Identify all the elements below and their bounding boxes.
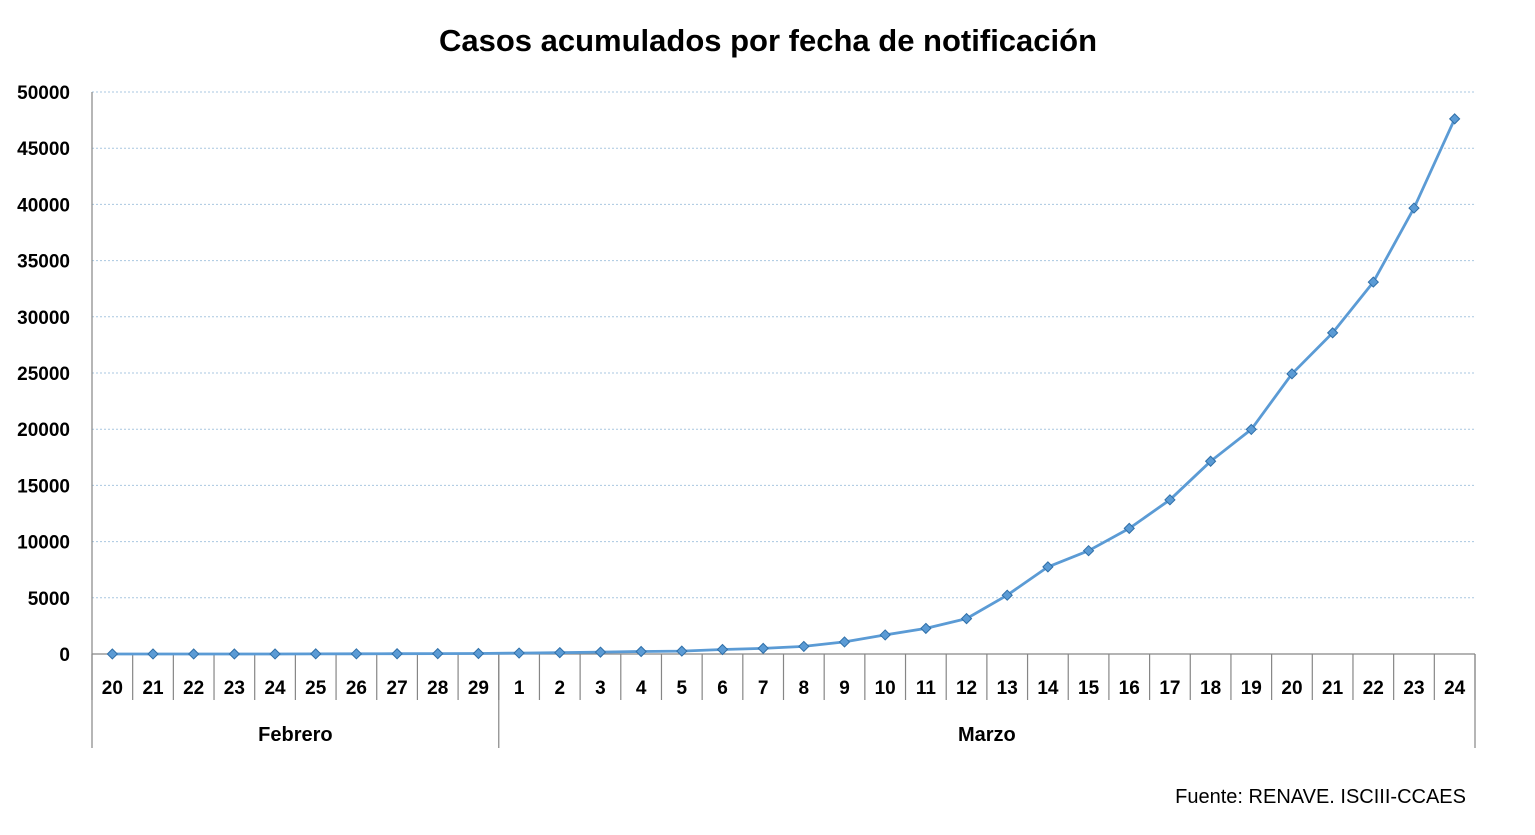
x-tick-label: 20 [1281,678,1302,699]
x-tick-label: 22 [1363,678,1384,699]
data-point-marker [1204,455,1217,467]
x-tick-label: 13 [997,678,1018,699]
gridlines [92,91,1475,599]
data-point-marker [350,648,363,660]
data-point-marker [310,648,322,660]
chart-title: Casos acumulados por fecha de notificaci… [439,23,1097,58]
y-tick-label: 45000 [17,139,70,160]
data-point-marker [269,648,281,660]
month-group-labels: Febrero Marzo [91,654,1476,748]
y-tick-label: 5000 [28,589,70,610]
y-tick-label: 20000 [17,420,70,441]
data-point-marker [106,648,119,660]
x-tick-label: 16 [1119,678,1140,699]
x-tick-label: 11 [916,678,937,699]
x-tick-label: 21 [142,678,164,699]
x-tick-label: 2 [554,678,565,699]
x-axis [91,92,1476,700]
y-tick-label: 40000 [17,195,70,216]
x-tick-label: 20 [102,678,123,699]
x-tick-label: 4 [636,678,647,699]
x-tick-label: 24 [1444,678,1466,699]
x-tick-label: 22 [183,678,204,699]
y-tick-label: 30000 [17,308,70,329]
x-tick-label: 25 [305,678,327,699]
data-point-marker [391,648,403,660]
data-point-marker [187,648,200,660]
month-label: Marzo [958,724,1016,746]
data-point-marker [554,646,566,659]
x-tick-label: 14 [1037,678,1059,699]
x-tick-label: 5 [677,678,688,699]
data-point-marker [1001,589,1013,601]
source-note: Fuente: RENAVE. ISCIII-CCAES [1175,786,1466,808]
x-tick-label: 10 [875,678,896,699]
y-tick-label: 10000 [17,533,70,554]
month-label: Febrero [258,724,332,746]
data-point-marker [1367,276,1380,288]
data-point-marker [838,636,851,648]
y-tick-label: 35000 [17,252,70,273]
data-point-marker [1042,561,1054,573]
data-point-marker [432,647,444,660]
x-tick-label: 6 [717,678,728,699]
x-tick-label: 8 [799,678,810,699]
x-tick-label: 23 [224,678,245,699]
series-casos-acumulados [106,113,1461,660]
y-tick-label: 25000 [17,364,70,385]
x-tick-label: 28 [427,678,448,699]
x-tick-label: 23 [1403,678,1424,699]
x-tick-label: 26 [346,678,367,699]
x-tick-label: 12 [956,678,977,699]
data-point-marker [1286,368,1298,380]
x-tick-label: 17 [1159,678,1180,699]
x-tick-label: 29 [468,678,489,699]
series-line [112,118,1456,656]
data-point-marker [1164,494,1176,506]
data-point-marker [635,645,647,658]
data-point-marker [472,647,485,660]
data-point-marker [676,645,688,657]
data-point-marker [147,648,159,660]
y-tick-label: 0 [59,645,70,666]
y-tick-label: 15000 [17,476,70,497]
data-point-marker [879,629,891,641]
data-point-marker [513,647,525,659]
y-axis-tick-labels: 0 5000 10000 15000 20000 25000 30000 35000 40000… [17,83,70,666]
data-point-marker [798,640,810,653]
data-point-marker [716,643,729,656]
data-point-marker [920,622,932,635]
data-point-marker [757,642,769,655]
x-axis-tick-labels: 20 21 22 23 24 25 26 27 28 29 1 2 3 4 5 6 7 8 9 10 11 12 13 14 1… [102,678,1466,699]
x-tick-label: 24 [264,678,286,699]
x-tick-label: 21 [1322,678,1344,699]
data-point-marker [1245,423,1257,436]
data-point-marker [1448,113,1461,125]
data-point-marker [594,646,607,658]
x-tick-label: 18 [1200,678,1221,699]
x-tick-label: 9 [839,678,850,699]
x-tick-label: 27 [387,678,408,699]
data-point-marker [1408,202,1420,214]
x-tick-label: 15 [1078,678,1100,699]
x-tick-label: 3 [595,678,606,699]
data-point-marker [1123,522,1135,535]
x-tick-label: 7 [758,678,769,699]
x-tick-label: 1 [514,678,525,699]
y-tick-label: 50000 [17,83,70,104]
data-point-marker [1326,327,1339,339]
data-point-marker [960,612,973,625]
data-point-marker [1082,544,1095,557]
x-tick-label: 19 [1241,678,1262,699]
data-point-marker [228,648,241,660]
